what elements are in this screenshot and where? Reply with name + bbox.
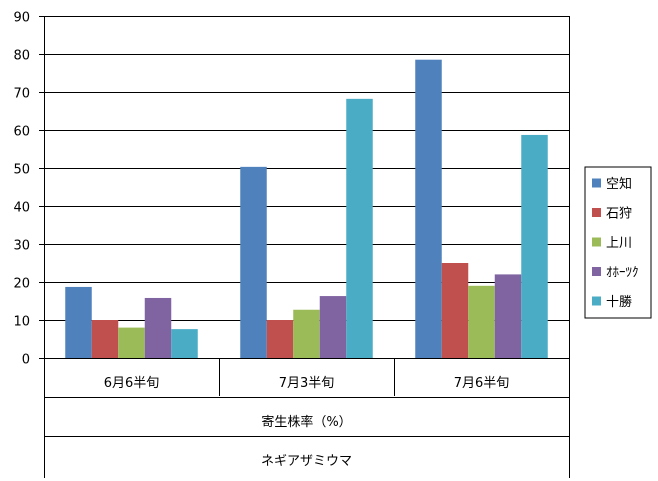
y-tick-label: 10 bbox=[13, 315, 30, 330]
y-tick-label: 70 bbox=[13, 87, 30, 102]
legend-swatch bbox=[592, 296, 601, 306]
y-tick-label: 50 bbox=[13, 163, 30, 178]
legend-label: 上川 bbox=[606, 236, 632, 251]
legend-swatch bbox=[592, 208, 601, 217]
bar bbox=[266, 320, 294, 358]
bar bbox=[494, 274, 522, 358]
bar bbox=[521, 134, 548, 358]
legend-label: 十勝 bbox=[606, 295, 632, 310]
x-label-rows: 寄生株率（%） ネギアザミウマ bbox=[44, 397, 569, 469]
legend-label: 石狩 bbox=[606, 207, 632, 222]
legend-label: ｵﾎｰﾂｸ bbox=[606, 266, 639, 281]
bar bbox=[118, 327, 145, 358]
y-tick-label: 30 bbox=[13, 239, 30, 254]
y-axis-ticks: 0 10 20 30 40 50 60 70 80 90 bbox=[13, 11, 44, 368]
bars bbox=[65, 59, 548, 358]
bar bbox=[65, 286, 92, 358]
legend-swatch bbox=[592, 267, 601, 276]
category-label: 7月6半旬 bbox=[454, 376, 510, 391]
bar bbox=[240, 166, 267, 358]
bar bbox=[171, 329, 198, 358]
bar bbox=[415, 59, 442, 358]
legend-swatch bbox=[592, 237, 601, 247]
bar bbox=[441, 263, 469, 358]
y-tick-label: 0 bbox=[22, 353, 30, 368]
bar bbox=[91, 320, 119, 358]
y-tick-label: 80 bbox=[13, 49, 30, 64]
bar bbox=[144, 297, 172, 358]
y-tick-label: 60 bbox=[13, 125, 30, 140]
category-labels: 6月6半旬 7月3半旬 7月6半旬 bbox=[104, 376, 510, 391]
y-tick-label: 20 bbox=[13, 277, 30, 292]
gridlines bbox=[44, 16, 569, 321]
bar bbox=[468, 285, 495, 358]
y-tick-label: 90 bbox=[13, 11, 30, 26]
bar bbox=[293, 309, 320, 358]
category-label: 6月6半旬 bbox=[104, 376, 160, 391]
bar bbox=[319, 296, 347, 358]
legend-label: 空知 bbox=[606, 176, 632, 192]
y-tick-label: 40 bbox=[13, 201, 30, 216]
category-label: 7月3半旬 bbox=[279, 376, 335, 391]
x-axis-label: 寄生株率（%） bbox=[261, 414, 351, 430]
legend-swatch bbox=[592, 178, 601, 188]
x-axis-label: ネギアザミウマ bbox=[261, 454, 352, 469]
bar bbox=[346, 98, 373, 358]
axes bbox=[44, 16, 570, 478]
